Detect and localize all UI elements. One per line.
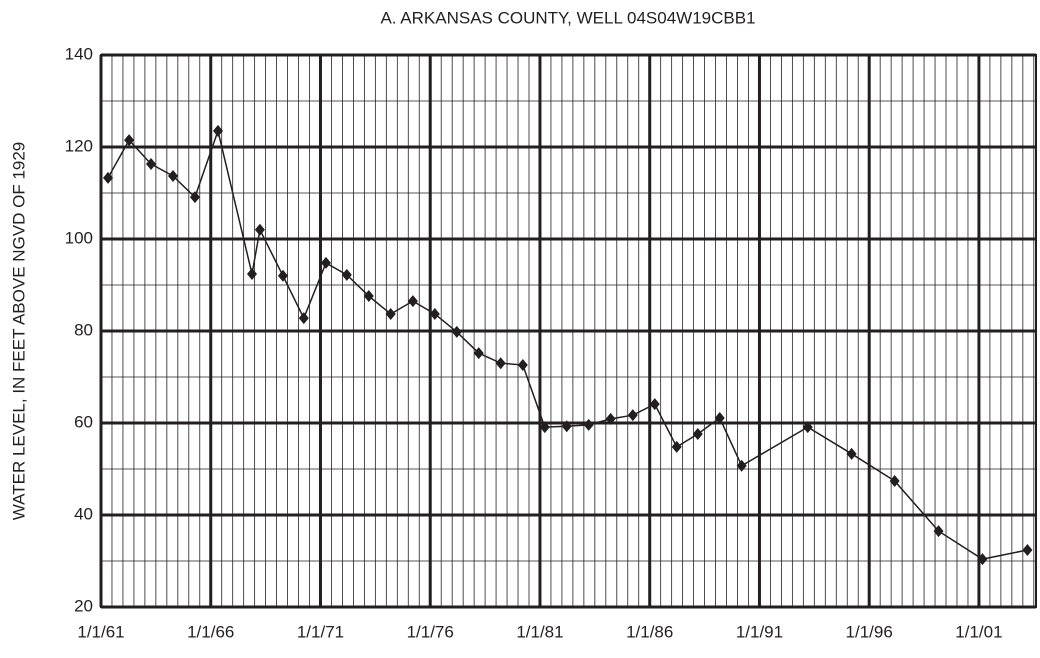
y-axis-label: WATER LEVEL, IN FEET ABOVE NGVD OF 1929 bbox=[9, 142, 28, 521]
data-point bbox=[247, 267, 258, 280]
data-point bbox=[189, 191, 200, 204]
x-tick-label: 1/1/61 bbox=[77, 622, 124, 641]
y-tick-label: 40 bbox=[74, 504, 93, 523]
x-tick-label: 1/1/91 bbox=[736, 622, 783, 641]
data-point bbox=[429, 307, 440, 320]
data-point bbox=[298, 312, 309, 325]
data-line bbox=[107, 128, 1028, 560]
x-tick-label: 1/1/76 bbox=[407, 622, 454, 641]
data-point bbox=[320, 256, 331, 269]
data-point bbox=[254, 223, 265, 236]
y-tick-label: 100 bbox=[65, 228, 93, 247]
data-point bbox=[363, 290, 374, 303]
x-tick-label: 1/1/81 bbox=[516, 622, 563, 641]
data-point bbox=[583, 418, 594, 431]
x-tick-label: 1/1/01 bbox=[955, 622, 1002, 641]
data-point bbox=[649, 398, 660, 411]
data-point bbox=[124, 134, 135, 147]
data-point bbox=[802, 421, 813, 434]
data-point bbox=[385, 307, 396, 320]
y-tick-label: 20 bbox=[74, 596, 93, 615]
data-point bbox=[407, 295, 418, 308]
x-tick-label: 1/1/71 bbox=[297, 622, 344, 641]
data-point bbox=[627, 409, 638, 422]
y-tick-label: 140 bbox=[65, 44, 93, 63]
data-point bbox=[977, 553, 988, 566]
data-point bbox=[671, 440, 682, 453]
data-point bbox=[846, 447, 857, 460]
data-point bbox=[714, 411, 725, 424]
data-point bbox=[605, 412, 616, 425]
y-tick-label: 120 bbox=[65, 136, 93, 155]
y-tick-label: 80 bbox=[74, 320, 93, 339]
chart-title: A. ARKANSAS COUNTY, WELL 04S04W19CBB1 bbox=[380, 8, 755, 27]
data-point bbox=[561, 420, 572, 433]
x-tick-label: 1/1/86 bbox=[626, 622, 673, 641]
data-point bbox=[539, 421, 550, 434]
data-point bbox=[277, 269, 288, 282]
data-point bbox=[1022, 543, 1033, 556]
y-tick-label: 60 bbox=[74, 412, 93, 431]
plot-frame bbox=[100, 54, 1037, 608]
data-point bbox=[517, 359, 528, 372]
x-tick-label: 1/1/66 bbox=[187, 622, 234, 641]
data-point bbox=[736, 459, 747, 472]
data-point bbox=[473, 347, 484, 360]
x-tick-label: 1/1/96 bbox=[846, 622, 893, 641]
data-point bbox=[451, 325, 462, 338]
data-point bbox=[889, 474, 900, 487]
data-point bbox=[495, 357, 506, 370]
data-point bbox=[103, 171, 114, 184]
data-point bbox=[933, 525, 944, 538]
data-point bbox=[692, 428, 703, 441]
data-point bbox=[167, 169, 178, 182]
data-point bbox=[341, 268, 352, 281]
data-point bbox=[212, 124, 223, 137]
data-point bbox=[146, 158, 157, 171]
